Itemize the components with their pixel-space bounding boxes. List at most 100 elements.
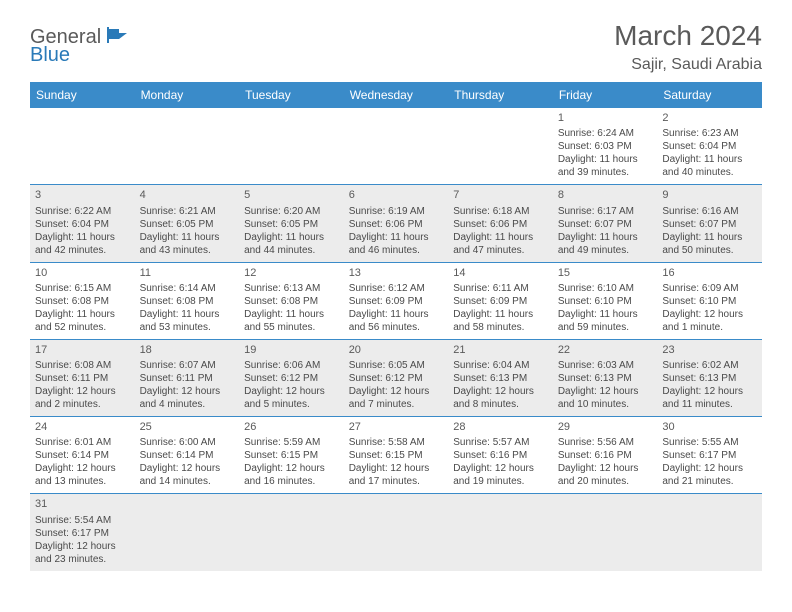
day-number: 6 — [349, 188, 444, 202]
brand-text-blue: Blue — [30, 44, 70, 66]
sunrise-text: Sunrise: 6:10 AM — [558, 282, 653, 295]
daylight-text: and 17 minutes. — [349, 475, 444, 488]
day-number: 22 — [558, 343, 653, 357]
daylight-text: Daylight: 11 hours — [558, 153, 653, 166]
daylight-text: Daylight: 12 hours — [140, 462, 235, 475]
calendar-day-cell: 19Sunrise: 6:06 AMSunset: 6:12 PMDayligh… — [239, 339, 344, 416]
sunrise-text: Sunrise: 6:11 AM — [453, 282, 548, 295]
sunrise-text: Sunrise: 5:57 AM — [453, 436, 548, 449]
daylight-text: Daylight: 11 hours — [349, 308, 444, 321]
sunset-text: Sunset: 6:12 PM — [349, 372, 444, 385]
calendar-day-cell: 7Sunrise: 6:18 AMSunset: 6:06 PMDaylight… — [448, 185, 553, 262]
daylight-text: Daylight: 12 hours — [558, 385, 653, 398]
daylight-text: and 53 minutes. — [140, 321, 235, 334]
day-number: 5 — [244, 188, 339, 202]
sunset-text: Sunset: 6:17 PM — [662, 449, 757, 462]
daylight-text: Daylight: 12 hours — [558, 462, 653, 475]
calendar-day-cell: 21Sunrise: 6:04 AMSunset: 6:13 PMDayligh… — [448, 339, 553, 416]
daylight-text: and 2 minutes. — [35, 398, 130, 411]
day-number: 19 — [244, 343, 339, 357]
sunrise-text: Sunrise: 6:17 AM — [558, 205, 653, 218]
sunrise-text: Sunrise: 5:56 AM — [558, 436, 653, 449]
sunrise-text: Sunrise: 6:24 AM — [558, 127, 653, 140]
calendar-day-cell: 3Sunrise: 6:22 AMSunset: 6:04 PMDaylight… — [30, 185, 135, 262]
calendar-day-cell: 22Sunrise: 6:03 AMSunset: 6:13 PMDayligh… — [553, 339, 658, 416]
sunrise-text: Sunrise: 6:16 AM — [662, 205, 757, 218]
daylight-text: and 42 minutes. — [35, 244, 130, 257]
day-number: 17 — [35, 343, 130, 357]
calendar-day-cell: 10Sunrise: 6:15 AMSunset: 6:08 PMDayligh… — [30, 262, 135, 339]
sunrise-text: Sunrise: 5:58 AM — [349, 436, 444, 449]
weekday-header: Tuesday — [239, 82, 344, 108]
location-label: Sajir, Saudi Arabia — [614, 56, 762, 74]
daylight-text: Daylight: 12 hours — [35, 540, 130, 553]
sunrise-text: Sunrise: 6:13 AM — [244, 282, 339, 295]
daylight-text: and 20 minutes. — [558, 475, 653, 488]
calendar-day-cell: 24Sunrise: 6:01 AMSunset: 6:14 PMDayligh… — [30, 417, 135, 494]
daylight-text: and 5 minutes. — [244, 398, 339, 411]
sunset-text: Sunset: 6:17 PM — [35, 527, 130, 540]
day-number: 28 — [453, 420, 548, 434]
daylight-text: Daylight: 11 hours — [558, 308, 653, 321]
calendar-day-cell: 29Sunrise: 5:56 AMSunset: 6:16 PMDayligh… — [553, 417, 658, 494]
sunset-text: Sunset: 6:16 PM — [558, 449, 653, 462]
day-number: 13 — [349, 266, 444, 280]
calendar-day-cell: 31Sunrise: 5:54 AMSunset: 6:17 PMDayligh… — [30, 494, 135, 571]
sunset-text: Sunset: 6:06 PM — [453, 218, 548, 231]
daylight-text: and 23 minutes. — [35, 553, 130, 566]
daylight-text: Daylight: 11 hours — [453, 308, 548, 321]
calendar-day-cell: 6Sunrise: 6:19 AMSunset: 6:06 PMDaylight… — [344, 185, 449, 262]
day-number: 10 — [35, 266, 130, 280]
daylight-text: and 50 minutes. — [662, 244, 757, 257]
calendar-week-row: 31Sunrise: 5:54 AMSunset: 6:17 PMDayligh… — [30, 494, 762, 571]
day-number: 4 — [140, 188, 235, 202]
day-number: 24 — [35, 420, 130, 434]
calendar-day-cell: 25Sunrise: 6:00 AMSunset: 6:14 PMDayligh… — [135, 417, 240, 494]
sunset-text: Sunset: 6:09 PM — [349, 295, 444, 308]
sunrise-text: Sunrise: 6:15 AM — [35, 282, 130, 295]
day-number: 1 — [558, 111, 653, 125]
sunrise-text: Sunrise: 6:19 AM — [349, 205, 444, 218]
sunset-text: Sunset: 6:12 PM — [244, 372, 339, 385]
daylight-text: and 14 minutes. — [140, 475, 235, 488]
daylight-text: and 10 minutes. — [558, 398, 653, 411]
daylight-text: and 59 minutes. — [558, 321, 653, 334]
daylight-text: and 39 minutes. — [558, 166, 653, 179]
sunrise-text: Sunrise: 6:22 AM — [35, 205, 130, 218]
calendar-table: SundayMondayTuesdayWednesdayThursdayFrid… — [30, 82, 762, 571]
weekday-header: Wednesday — [344, 82, 449, 108]
daylight-text: Daylight: 11 hours — [349, 231, 444, 244]
sunset-text: Sunset: 6:15 PM — [349, 449, 444, 462]
day-number: 11 — [140, 266, 235, 280]
sunset-text: Sunset: 6:05 PM — [244, 218, 339, 231]
sunrise-text: Sunrise: 6:21 AM — [140, 205, 235, 218]
sunset-text: Sunset: 6:10 PM — [558, 295, 653, 308]
calendar-day-cell: 9Sunrise: 6:16 AMSunset: 6:07 PMDaylight… — [657, 185, 762, 262]
day-number: 23 — [662, 343, 757, 357]
daylight-text: Daylight: 12 hours — [662, 462, 757, 475]
sunset-text: Sunset: 6:04 PM — [35, 218, 130, 231]
calendar-week-row: 3Sunrise: 6:22 AMSunset: 6:04 PMDaylight… — [30, 185, 762, 262]
calendar-day-cell: 12Sunrise: 6:13 AMSunset: 6:08 PMDayligh… — [239, 262, 344, 339]
daylight-text: Daylight: 11 hours — [453, 231, 548, 244]
calendar-day-cell: 27Sunrise: 5:58 AMSunset: 6:15 PMDayligh… — [344, 417, 449, 494]
sunrise-text: Sunrise: 6:05 AM — [349, 359, 444, 372]
daylight-text: Daylight: 11 hours — [244, 231, 339, 244]
sunset-text: Sunset: 6:13 PM — [662, 372, 757, 385]
sunset-text: Sunset: 6:15 PM — [244, 449, 339, 462]
daylight-text: and 40 minutes. — [662, 166, 757, 179]
sunrise-text: Sunrise: 6:18 AM — [453, 205, 548, 218]
sunrise-text: Sunrise: 6:02 AM — [662, 359, 757, 372]
day-number: 26 — [244, 420, 339, 434]
sunset-text: Sunset: 6:14 PM — [35, 449, 130, 462]
calendar-day-cell: 20Sunrise: 6:05 AMSunset: 6:12 PMDayligh… — [344, 339, 449, 416]
daylight-text: and 1 minute. — [662, 321, 757, 334]
daylight-text: and 19 minutes. — [453, 475, 548, 488]
calendar-day-cell: 17Sunrise: 6:08 AMSunset: 6:11 PMDayligh… — [30, 339, 135, 416]
daylight-text: Daylight: 12 hours — [244, 462, 339, 475]
day-number: 20 — [349, 343, 444, 357]
calendar-empty-cell — [344, 108, 449, 185]
daylight-text: Daylight: 12 hours — [662, 308, 757, 321]
calendar-empty-cell — [30, 108, 135, 185]
daylight-text: Daylight: 12 hours — [35, 385, 130, 398]
